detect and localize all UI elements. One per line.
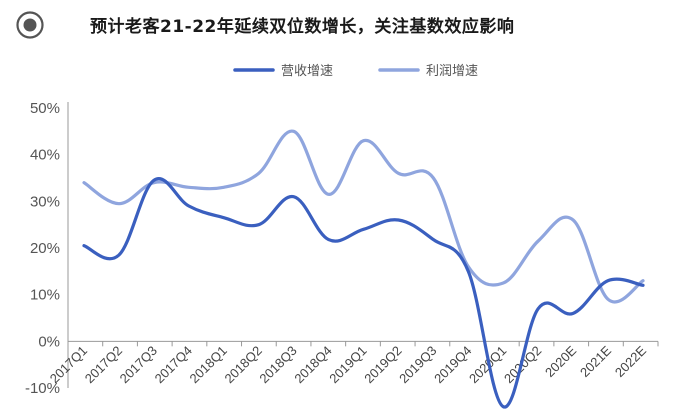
data-point (467, 270, 470, 273)
x-tick-label: 2019Q1 (326, 343, 369, 386)
target-logo-icon (16, 11, 44, 39)
x-tick-label: 2019Q2 (361, 343, 404, 386)
data-point (292, 195, 295, 198)
data-point (641, 284, 645, 287)
x-tick-label: 2019Q4 (431, 343, 474, 386)
data-point (536, 307, 540, 310)
x-tick-label: 2018Q1 (187, 343, 230, 386)
data-point (222, 216, 225, 219)
data-point (432, 176, 435, 180)
data-point (502, 281, 505, 285)
data-point (187, 204, 191, 208)
y-tick-label: 0% (38, 333, 60, 350)
y-tick-label: 50% (30, 100, 60, 117)
x-tick-label: 2019Q3 (396, 343, 439, 386)
legend-label: 利润增速 (426, 64, 478, 79)
y-tick-label: 30% (30, 193, 60, 210)
data-point (397, 218, 400, 222)
x-tick-label: 2018Q2 (221, 343, 264, 386)
y-tick-label: 10% (30, 287, 60, 304)
data-point (152, 179, 156, 182)
x-tick-label: 2017Q2 (82, 343, 125, 386)
data-point (606, 279, 610, 282)
legend-label: 营收增速 (281, 64, 333, 79)
data-point (536, 239, 540, 243)
data-point (82, 181, 86, 184)
data-point (362, 228, 365, 231)
data-point (362, 139, 365, 142)
x-tick-label: 2018Q3 (256, 343, 299, 386)
x-tick-label: 2017Q4 (152, 343, 195, 386)
data-point (571, 312, 575, 315)
x-tick-label: 2022E (612, 343, 649, 380)
y-tick-label: 20% (30, 240, 60, 257)
data-point (327, 238, 330, 241)
data-point (117, 202, 121, 205)
series-line (82, 129, 645, 304)
y-tick-label: -10% (25, 380, 60, 397)
x-tick-label: 2017Q3 (117, 343, 160, 386)
x-tick-label: 2021E (577, 343, 614, 380)
data-point (327, 193, 330, 196)
y-tick-label: 40% (30, 147, 60, 164)
x-tick-label: 2020E (542, 343, 579, 380)
data-point (117, 253, 121, 257)
data-point (222, 186, 225, 189)
data-point (606, 298, 610, 301)
data-point (432, 238, 435, 241)
data-point (502, 405, 505, 408)
data-point (397, 172, 400, 175)
data-point (571, 218, 575, 222)
x-tick-label: 2018Q4 (291, 343, 334, 386)
chart-header: 预计老客21-22年延续双位数增长，关注基数效应影响 (0, 0, 673, 50)
data-point (257, 223, 260, 226)
series-line (82, 177, 645, 409)
data-point (187, 186, 191, 189)
series-profit-growth (82, 129, 645, 304)
data-point (257, 172, 260, 175)
chart-title: 预计老客21-22年延续双位数增长，关注基数效应影响 (90, 17, 515, 37)
data-point (292, 130, 295, 133)
data-point (641, 279, 645, 282)
series-revenue-growth (82, 177, 645, 409)
data-point (82, 244, 86, 247)
